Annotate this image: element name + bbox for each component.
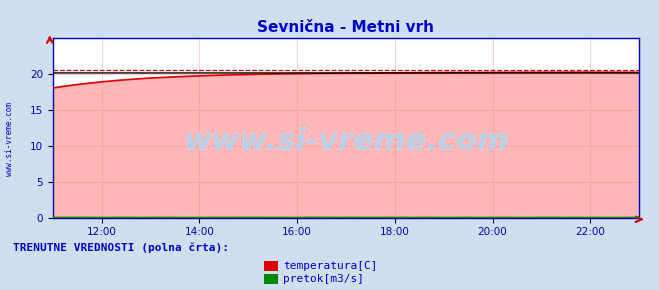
Text: www.si-vreme.com: www.si-vreme.com xyxy=(5,102,14,176)
Text: TRENUTNE VREDNOSTI (polna črta):: TRENUTNE VREDNOSTI (polna črta): xyxy=(13,242,229,253)
Text: pretok[m3/s]: pretok[m3/s] xyxy=(283,274,364,284)
Title: Sevnična - Metni vrh: Sevnična - Metni vrh xyxy=(258,20,434,35)
Text: www.si-vreme.com: www.si-vreme.com xyxy=(183,128,509,157)
Text: temperatura[C]: temperatura[C] xyxy=(283,261,378,271)
